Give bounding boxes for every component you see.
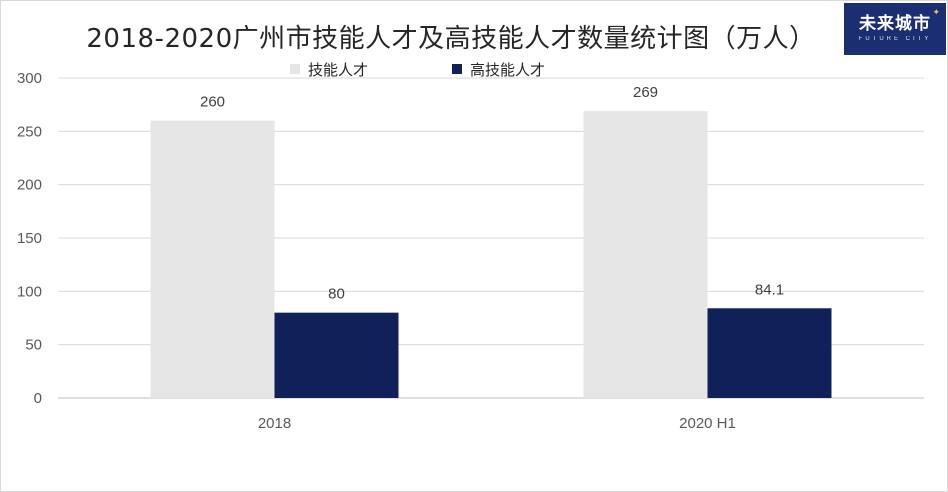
data-label: 260 (200, 94, 225, 111)
data-label: 80 (328, 286, 345, 303)
legend: 技能人才 高技能人才 (290, 58, 629, 80)
legend-label-highly-skilled: 高技能人才 (470, 60, 546, 79)
legend-item-highly-skilled: 高技能人才 (452, 59, 545, 80)
data-label: 269 (633, 84, 658, 101)
y-tick-label: 0 (34, 390, 42, 407)
data-label: 84.1 (755, 281, 784, 298)
y-tick-label: 100 (17, 283, 42, 300)
x-category-label: 2020 H1 (679, 415, 736, 432)
y-tick-label: 50 (25, 337, 42, 354)
legend-label-skilled: 技能人才 (308, 60, 369, 79)
legend-item-skilled: 技能人才 (290, 59, 368, 80)
y-tick-label: 150 (17, 230, 42, 247)
legend-swatch-skilled (290, 64, 300, 74)
bar (150, 120, 275, 399)
y-tick-label: 200 (17, 177, 42, 194)
legend-swatch-highly-skilled (452, 64, 463, 74)
logo-subtitle: FUTURE CITY (858, 36, 932, 42)
bar (583, 111, 708, 399)
y-tick-label: 300 (17, 70, 42, 87)
bar (274, 312, 399, 398)
logo-name: 未来城市 (859, 14, 931, 34)
brand-logo: ✦ 未来城市 FUTURE CITY (844, 3, 946, 55)
x-category-label: 2018 (258, 415, 291, 432)
chart-title: 2018-2020广州市技能人才及高技能人才数量统计图（万人） (86, 24, 816, 54)
star-icon: ✦ (932, 7, 940, 17)
y-tick-label: 250 (17, 123, 42, 140)
bar (707, 308, 832, 398)
